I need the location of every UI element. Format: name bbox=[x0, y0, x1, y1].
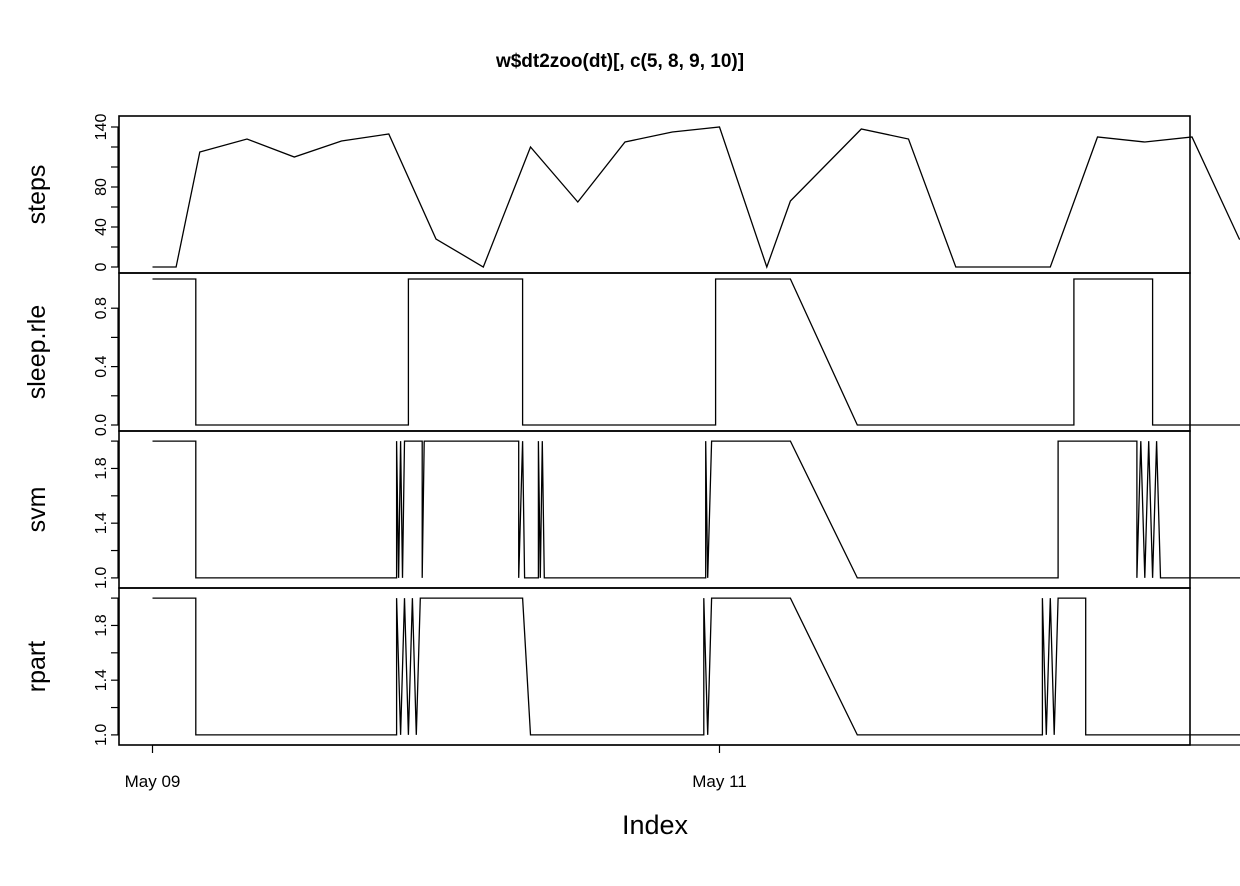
y-tick-label: 0.4 bbox=[93, 355, 110, 377]
y-tick-label: 40 bbox=[93, 218, 110, 236]
y-tick-label: 0.0 bbox=[93, 414, 110, 436]
x-tick-label: May 09 bbox=[125, 772, 181, 791]
series-line-sleep-rle bbox=[152, 278, 1240, 426]
panel-label: sleep.rle bbox=[23, 305, 51, 400]
panel-frame bbox=[118, 115, 1191, 274]
series-line-rpart bbox=[152, 597, 1240, 736]
panel-rpart: 1.0 1.4 1.8 rpart bbox=[23, 587, 1240, 746]
panel-svm: 1.0 1.4 1.8 svm bbox=[23, 430, 1240, 589]
panels-group: 0 40 80 140 steps 0.0 0.4 0.8 sleep.rle 1.0 1.4 1.8… bbox=[23, 114, 1240, 746]
y-tick-label: 1.8 bbox=[93, 457, 110, 479]
panel-sleep-rle: 0.0 0.4 0.8 sleep.rle bbox=[23, 272, 1240, 436]
y-tick-label: 80 bbox=[93, 178, 110, 196]
y-tick-label: 0 bbox=[93, 262, 110, 271]
panel-frame bbox=[118, 587, 1191, 746]
panel-label: svm bbox=[23, 487, 51, 533]
y-tick-label: 1.0 bbox=[93, 567, 110, 589]
series-line-steps bbox=[152, 126, 1240, 269]
y-tick-label: 1.4 bbox=[93, 669, 110, 691]
y-tick-label: 1.4 bbox=[93, 512, 110, 534]
y-tick-label: 1.8 bbox=[93, 614, 110, 636]
panel-frame bbox=[118, 430, 1191, 589]
x-tick-label: May 11 bbox=[692, 772, 747, 791]
series-line-svm bbox=[152, 440, 1240, 579]
panel-steps: 0 40 80 140 steps bbox=[23, 114, 1240, 274]
y-tick-label: 140 bbox=[93, 114, 110, 141]
y-tick-label: 1.0 bbox=[93, 724, 110, 746]
panel-frame bbox=[118, 272, 1191, 432]
y-tick-label: 0.8 bbox=[93, 297, 110, 319]
chart-title: w$dt2zoo(dt)[, c(5, 8, 9, 10)] bbox=[495, 51, 744, 72]
panel-label: rpart bbox=[23, 641, 51, 692]
panel-label: steps bbox=[23, 165, 51, 225]
x-axis-label: Index bbox=[622, 810, 689, 840]
